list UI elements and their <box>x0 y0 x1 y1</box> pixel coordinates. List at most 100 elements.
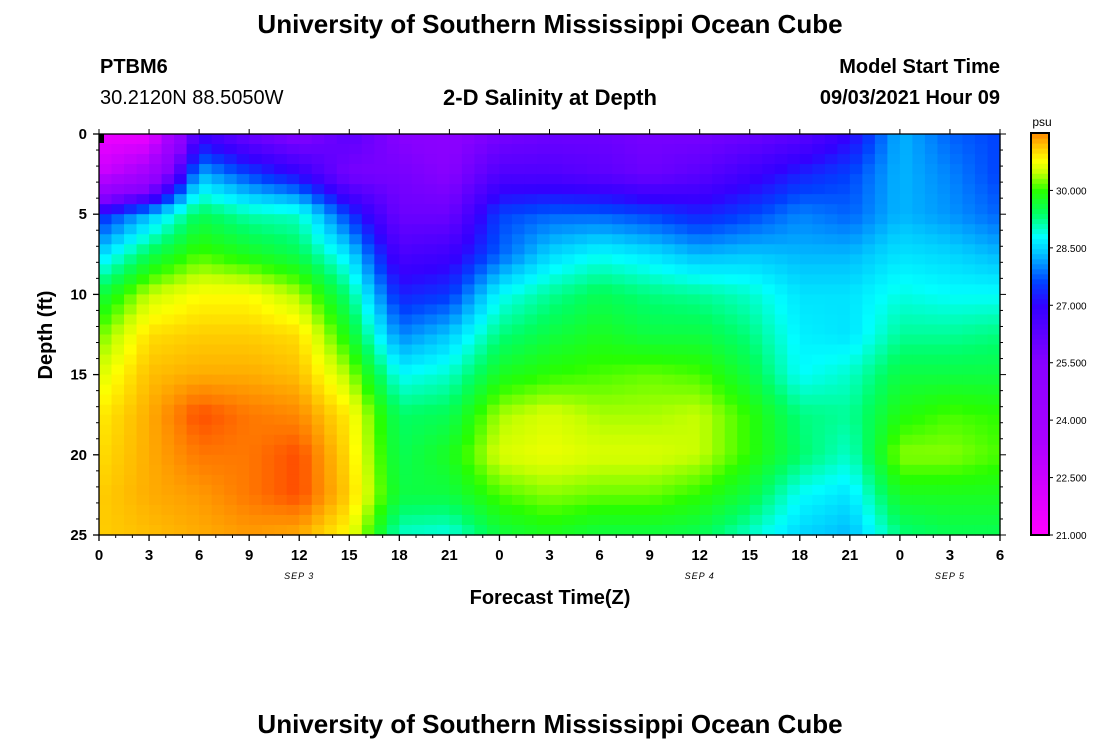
heatmap-cell <box>474 284 488 296</box>
heatmap-cell <box>436 284 450 296</box>
heatmap-cell <box>924 324 939 336</box>
heatmap-cell <box>174 184 188 195</box>
heatmap-cell <box>637 494 651 506</box>
heatmap-cell <box>599 154 613 165</box>
heatmap-cell <box>511 254 526 265</box>
heatmap-cell <box>511 244 526 255</box>
heatmap-cell <box>361 434 375 446</box>
heatmap-cell <box>787 294 801 306</box>
heatmap-cell <box>787 254 801 265</box>
heatmap-cell <box>461 274 476 285</box>
heatmap-cell <box>924 244 939 255</box>
heatmap-cell <box>461 394 476 406</box>
heatmap-cell <box>912 224 926 235</box>
heatmap-cell <box>174 274 188 285</box>
heatmap-cell <box>587 454 601 466</box>
heatmap-cell <box>449 244 463 255</box>
heatmap-cell <box>549 224 563 235</box>
heatmap-cell <box>411 314 425 326</box>
colorbar-segment <box>1031 479 1049 486</box>
heatmap-cell <box>149 204 163 215</box>
heatmap-cell <box>562 134 576 145</box>
heatmap-cell <box>261 164 275 175</box>
colorbar-segment <box>1031 328 1049 335</box>
heatmap-cell <box>674 334 688 346</box>
heatmap-cell <box>211 184 225 195</box>
heatmap-cell <box>386 464 400 476</box>
colorbar-segment <box>1031 509 1049 516</box>
heatmap-cell <box>199 414 213 426</box>
heatmap-cell <box>799 484 813 496</box>
heatmap-cell <box>224 394 238 406</box>
heatmap-cell <box>211 474 225 486</box>
heatmap-cell <box>587 204 601 215</box>
heatmap-cell <box>299 324 313 336</box>
heatmap-cell <box>737 204 751 215</box>
heatmap-cell <box>612 334 626 346</box>
heatmap-cell <box>249 334 263 346</box>
heatmap-cell <box>862 434 876 446</box>
heatmap-cell <box>549 444 563 456</box>
heatmap-cell <box>849 344 863 356</box>
heatmap-cell <box>211 134 225 145</box>
heatmap-cell <box>812 224 826 235</box>
heatmap-cell <box>587 374 601 386</box>
heatmap-cell <box>499 344 513 356</box>
heatmap-cell <box>486 354 501 366</box>
heatmap-cell <box>199 244 213 255</box>
heatmap-cell <box>612 374 626 386</box>
heatmap-cell <box>799 474 813 486</box>
colorbar-tick-label: 27.000 <box>1056 301 1087 312</box>
heatmap-cell <box>549 494 563 506</box>
heatmap-cell <box>712 474 726 486</box>
heatmap-cell <box>399 384 413 396</box>
heatmap-cell <box>299 334 313 346</box>
heatmap-cell <box>461 354 476 366</box>
heatmap-cell <box>149 254 163 265</box>
heatmap-cell <box>411 274 425 285</box>
colorbar-segment <box>1031 439 1049 446</box>
heatmap-cell <box>887 264 901 275</box>
heatmap-cell <box>937 244 951 255</box>
heatmap-cell <box>924 164 939 175</box>
heatmap-cell <box>499 274 513 285</box>
heatmap-cell <box>799 314 813 326</box>
heatmap-cell <box>499 354 513 366</box>
heatmap-cell <box>124 474 138 486</box>
heatmap-cell <box>224 214 238 225</box>
heatmap-cell <box>286 134 300 145</box>
heatmap-cell <box>424 164 438 175</box>
heatmap-cell <box>887 434 901 446</box>
heatmap-cell <box>862 364 876 376</box>
heatmap-cell <box>536 484 551 496</box>
heatmap-cell <box>974 244 989 255</box>
heatmap-cell <box>174 234 188 245</box>
heatmap-cell <box>787 424 801 436</box>
heatmap-cell <box>124 454 138 466</box>
heatmap-cell <box>687 354 701 366</box>
heatmap-cell <box>987 234 1001 245</box>
heatmap-cell <box>474 204 488 215</box>
heatmap-cell <box>774 494 788 506</box>
heatmap-cell <box>574 524 588 536</box>
heatmap-cell <box>899 244 913 255</box>
heatmap-cell <box>186 394 200 406</box>
heatmap-cell <box>249 134 263 145</box>
heatmap-cell <box>962 464 976 476</box>
heatmap-cell <box>824 524 838 536</box>
heatmap-cell <box>224 374 238 386</box>
heatmap-cell <box>774 334 788 346</box>
heatmap-cell <box>974 174 989 185</box>
heatmap-cell <box>224 134 238 145</box>
heatmap-cell <box>499 244 513 255</box>
heatmap-cell <box>612 134 626 145</box>
heatmap-cell <box>699 484 713 496</box>
heatmap-cell <box>411 334 425 346</box>
heatmap-cell <box>549 474 563 486</box>
heatmap-cell <box>849 164 863 175</box>
heatmap-cell <box>699 274 713 285</box>
heatmap-cell <box>324 214 338 225</box>
heatmap-cell <box>937 144 951 155</box>
heatmap-cell <box>837 504 851 516</box>
heatmap-cell <box>186 214 200 225</box>
